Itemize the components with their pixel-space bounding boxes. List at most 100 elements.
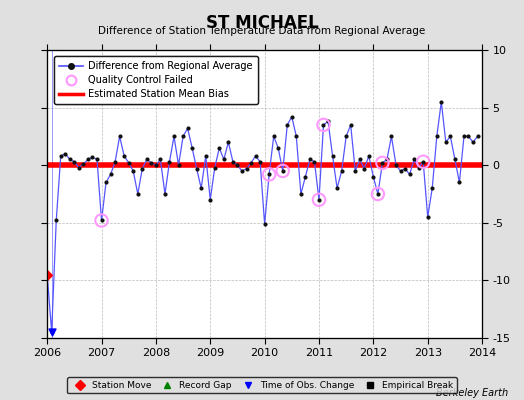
Text: Berkeley Earth: Berkeley Earth [436,388,508,398]
Point [419,158,428,165]
Point [192,166,201,172]
Point [79,161,88,167]
Point [174,162,183,168]
Point [401,166,409,172]
Point [238,168,246,174]
Point [97,217,106,224]
Point [378,160,387,166]
Point [473,133,482,140]
Point [464,133,473,140]
Point [156,156,165,163]
Point [469,139,477,145]
Point [310,158,319,165]
Point [224,139,233,145]
Point [333,185,341,192]
Point [269,133,278,140]
Point [274,145,282,151]
Point [410,156,418,163]
Point [125,160,133,166]
Point [252,153,260,159]
Point [179,133,187,140]
Point [97,217,106,224]
Point [106,171,115,178]
Point [455,179,464,186]
Point [279,168,287,174]
Point [74,164,83,171]
Point [57,153,65,159]
Point [115,133,124,140]
Point [351,168,359,174]
Point [102,179,110,186]
Point [84,156,92,163]
Point [43,272,51,278]
Point [288,114,296,120]
Point [202,153,210,159]
Point [451,156,459,163]
Point [365,153,373,159]
Point [229,158,237,165]
Point [143,156,151,163]
Point [437,99,445,105]
Point [423,214,432,220]
Point [428,185,436,192]
Point [406,171,414,178]
Point [151,162,160,168]
Point [433,133,441,140]
Point [297,191,305,197]
Point [220,156,228,163]
Point [374,191,382,197]
Point [242,166,250,172]
Point [265,171,274,178]
Point [305,156,314,163]
Point [93,156,101,163]
Point [319,122,328,128]
Point [446,133,455,140]
Point [206,196,214,203]
Point [301,174,310,180]
Point [324,118,332,125]
Point [396,168,405,174]
Point [61,150,70,157]
Point [319,122,328,128]
Point [138,166,147,172]
Point [215,145,224,151]
Point [346,122,355,128]
Point [374,191,382,197]
Point [369,174,378,180]
Point [165,158,173,165]
Point [161,191,169,197]
Point [147,160,156,166]
Point [66,156,74,163]
Point [233,162,242,168]
Point [134,191,142,197]
Point [88,154,96,160]
Point [414,164,423,171]
Point [120,153,128,159]
Point [48,329,56,336]
Point [247,160,255,166]
Point [197,185,205,192]
Point [442,139,450,145]
Point [170,133,178,140]
Point [211,164,219,171]
Point [360,166,368,172]
Point [43,272,51,278]
Point [419,158,428,165]
Legend: Difference from Regional Average, Quality Control Failed, Estimated Station Mean: Difference from Regional Average, Qualit… [54,56,258,104]
Point [256,158,264,165]
Point [292,133,300,140]
Point [383,156,391,163]
Point [329,153,337,159]
Point [392,162,400,168]
Point [265,171,274,178]
Point [111,158,119,165]
Point [188,145,196,151]
Point [378,160,387,166]
Point [283,122,291,128]
Point [460,133,468,140]
Point [342,133,351,140]
Point [387,133,396,140]
Point [315,196,323,203]
Point [48,329,56,336]
Point [70,158,79,165]
